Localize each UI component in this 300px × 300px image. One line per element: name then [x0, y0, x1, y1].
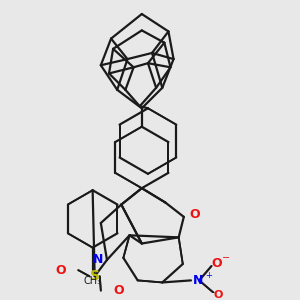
Text: O: O: [189, 208, 200, 221]
Text: N: N: [193, 274, 203, 287]
Text: O: O: [212, 257, 222, 271]
Text: CH₃: CH₃: [84, 276, 102, 286]
Text: −: −: [222, 253, 230, 263]
Text: O: O: [214, 290, 223, 300]
Text: N: N: [92, 254, 103, 266]
Text: +: +: [205, 271, 212, 280]
Text: S: S: [90, 269, 100, 283]
Text: O: O: [113, 284, 124, 297]
Text: O: O: [56, 264, 66, 277]
